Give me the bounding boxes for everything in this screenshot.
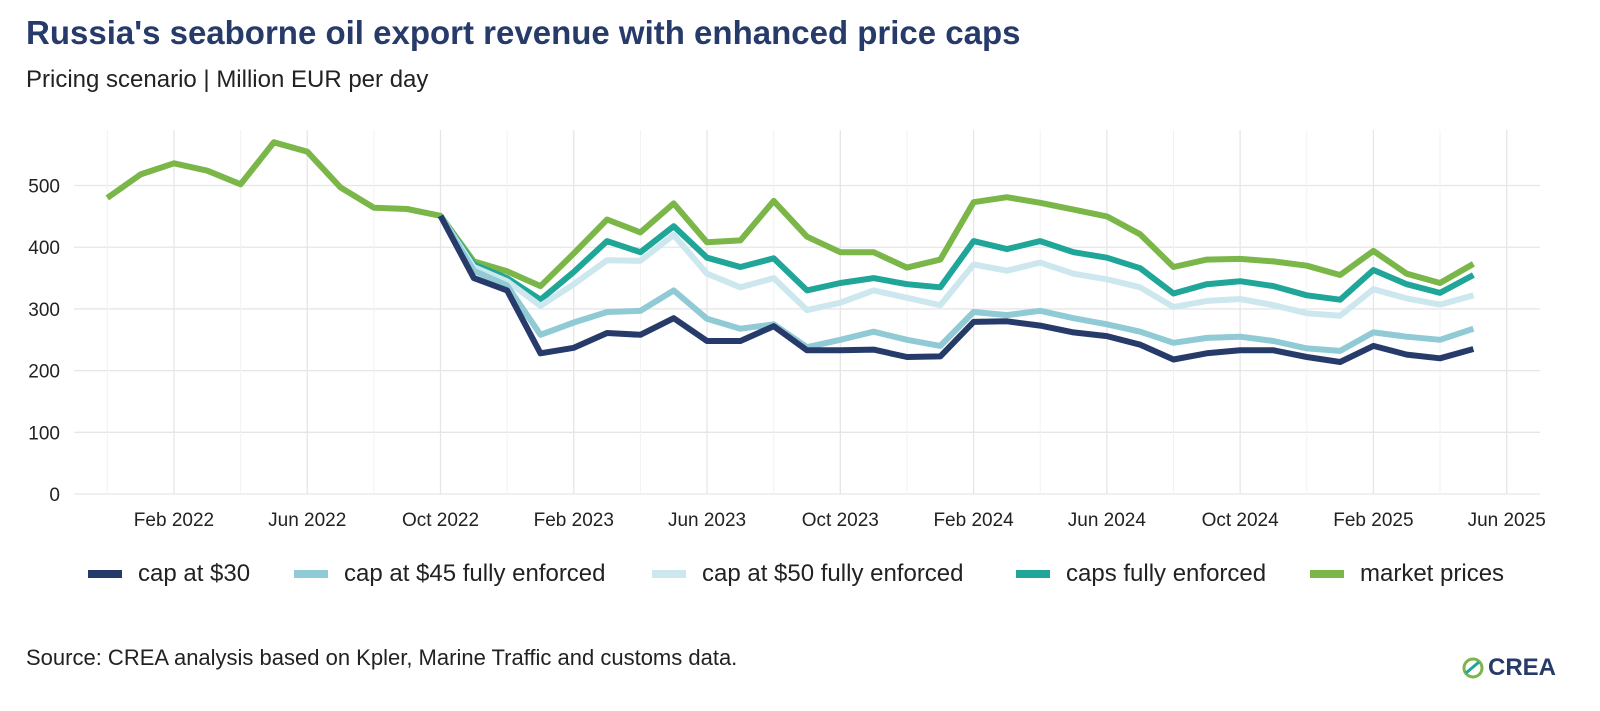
y-tick-label: 200 (28, 362, 60, 383)
x-tick-label: Oct 2022 (402, 510, 479, 531)
source-note: Source: CREA analysis based on Kpler, Ma… (26, 645, 738, 670)
series-line-cap-at-45-fully-enforced (437, 214, 1475, 354)
y-tick-label: 100 (28, 423, 60, 444)
legend-label: cap at $50 fully enforced (702, 560, 964, 587)
chart-subtitle: Pricing scenario | Million EUR per day (26, 66, 429, 93)
legend-swatch (294, 570, 328, 578)
x-tick-label: Jun 2023 (668, 510, 746, 531)
legend-label: cap at $30 (138, 560, 251, 587)
x-tick-label: Oct 2023 (802, 510, 879, 531)
legend-item: cap at $30 (88, 560, 250, 588)
series-lines (105, 139, 1475, 365)
brand-name: CREA (1488, 654, 1557, 681)
legend-item: cap at $50 fully enforced (652, 560, 964, 588)
legend-item: caps fully enforced (1016, 560, 1266, 588)
x-tick-label: Feb 2024 (933, 510, 1014, 531)
y-tick-label: 0 (49, 485, 60, 506)
y-tick-label: 500 (28, 177, 60, 198)
line-chart: 0 100 200 300 400 500 Feb 2022 Jun 2022 Oct 2022… (28, 130, 1546, 531)
legend-item: cap at $45 fully enforced (294, 560, 606, 588)
legend-label: market prices (1360, 560, 1505, 587)
legend-swatch (1016, 570, 1050, 578)
x-tick-label: Feb 2023 (534, 510, 614, 531)
x-tick-label: Jun 2025 (1468, 510, 1546, 531)
y-tick-label: 300 (28, 300, 60, 321)
legend-item: market prices (1310, 560, 1504, 588)
crea-logo: CREA (1462, 654, 1556, 682)
series-line-cap-at-50-fully-enforced (437, 214, 1475, 319)
x-tick-label: Jun 2022 (268, 510, 346, 531)
chart-title: Russia's seaborne oil export revenue wit… (26, 14, 1021, 51)
legend-swatch (652, 570, 686, 578)
legend-label: cap at $45 fully enforced (344, 560, 606, 587)
series-line-caps-fully-enforced (438, 214, 1475, 303)
legend-swatch (88, 570, 122, 578)
y-tick-label: 400 (28, 238, 60, 259)
legend-swatch (1310, 570, 1344, 578)
crea-leaf-icon (1462, 657, 1484, 679)
legend: cap at $30 cap at $45 fully enforced cap a… (0, 560, 1600, 600)
series-line-market-prices (105, 139, 1475, 290)
x-tick-label: Feb 2022 (134, 510, 214, 531)
legend-label: caps fully enforced (1066, 560, 1267, 587)
series-line-cap-at-30 (437, 214, 1475, 365)
axis-labels: 0 100 200 300 400 500 Feb 2022 Jun 2022 Oct 2022… (28, 177, 1545, 531)
x-tick-label: Jun 2024 (1068, 510, 1147, 531)
x-tick-label: Feb 2025 (1333, 510, 1413, 531)
x-tick-label: Oct 2024 (1202, 510, 1280, 531)
